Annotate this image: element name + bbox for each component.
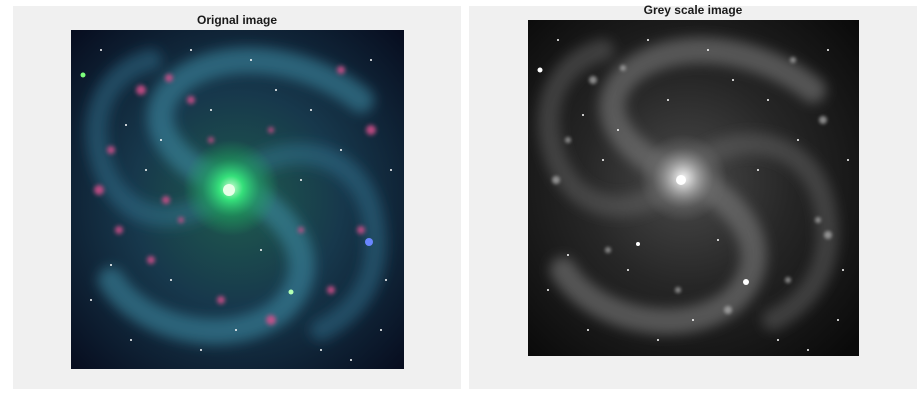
original-galaxy-image [71, 30, 404, 369]
greyscale-galaxy-picture [528, 20, 859, 356]
original-galaxy-picture [71, 30, 404, 369]
original-image-title: Orignal image [196, 13, 278, 27]
figure-panel-original: Orignal image [13, 6, 461, 389]
greyscale-image-title: Grey scale image [643, 3, 743, 17]
greyscale-galaxy-image [528, 20, 859, 356]
figure-panel-greyscale: Grey scale image [469, 3, 917, 389]
